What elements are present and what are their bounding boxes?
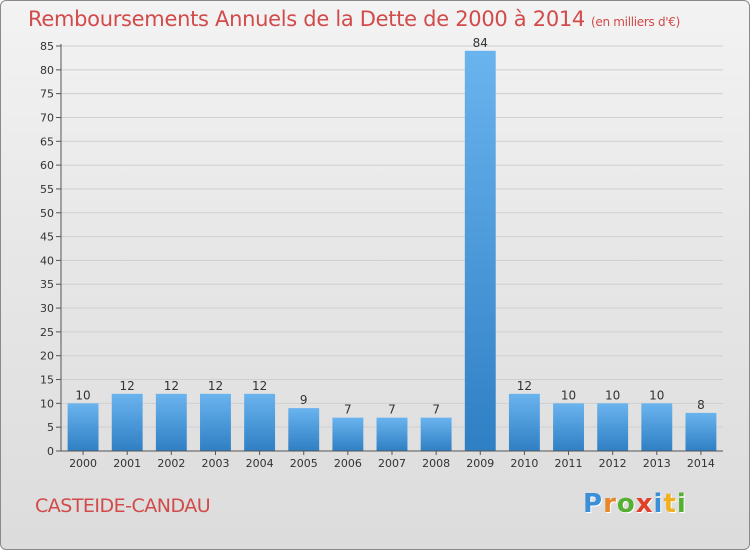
y-tick-label: 60 — [40, 159, 54, 172]
x-tick-label: 2014 — [687, 457, 715, 470]
x-tick-label: 2009 — [466, 457, 494, 470]
bar-value-label: 9 — [300, 393, 308, 407]
y-tick-label: 15 — [40, 374, 54, 387]
logo-letter: i — [676, 489, 687, 519]
bar — [200, 393, 231, 451]
x-tick-label: 2000 — [69, 457, 97, 470]
bar-value-label: 12 — [208, 379, 223, 393]
bar-value-label: 84 — [473, 36, 488, 50]
grid-lines — [61, 45, 723, 428]
x-tick-label: 2007 — [378, 457, 406, 470]
x-tick-label: 2003 — [201, 457, 229, 470]
logo-letter: i — [653, 489, 664, 519]
bar-value-label: 10 — [75, 388, 90, 402]
y-tick-label: 20 — [40, 350, 54, 363]
x-tick-label: 2012 — [599, 457, 627, 470]
y-tick-label: 40 — [40, 254, 54, 267]
bar — [464, 50, 496, 451]
y-tick-label: 0 — [47, 445, 54, 458]
y-tick-label: 85 — [40, 40, 54, 53]
bar — [288, 408, 320, 451]
bar — [508, 393, 540, 451]
bar — [155, 393, 187, 451]
bar — [376, 417, 408, 451]
bar — [685, 412, 717, 451]
x-tick-label: 2011 — [555, 457, 583, 470]
bar — [111, 393, 143, 451]
y-tick-label: 45 — [40, 231, 54, 244]
y-tick-label: 70 — [40, 111, 54, 124]
bar-value-label: 7 — [344, 403, 352, 417]
y-tick-label: 25 — [40, 326, 54, 339]
bar — [244, 393, 276, 451]
bar-value-label: 12 — [164, 379, 179, 393]
bar-value-label: 8 — [697, 398, 705, 412]
x-tick-label: 2004 — [246, 457, 274, 470]
logo-letter: x — [635, 489, 654, 519]
bar-value-label: 12 — [120, 379, 135, 393]
chart-title: Remboursements Annuels de la Dette de 20… — [28, 7, 680, 31]
chart-title-text: Remboursements Annuels de la Dette de 20… — [28, 7, 585, 31]
bar-value-label: 7 — [388, 403, 396, 417]
x-tick-label: 2008 — [422, 457, 450, 470]
x-tick-label: 2010 — [510, 457, 538, 470]
y-tick-label: 55 — [40, 183, 54, 196]
bar-value-label: 12 — [252, 379, 267, 393]
bar — [553, 403, 584, 451]
commune-name: CASTEIDE-CANDAU — [35, 495, 211, 517]
y-tick-label: 35 — [40, 278, 54, 291]
x-tick-label: 2013 — [643, 457, 671, 470]
logo-letter: r — [603, 489, 617, 519]
axes — [56, 44, 723, 455]
x-tick-label: 2001 — [113, 457, 141, 470]
chart-unit: (en milliers d'€) — [591, 15, 681, 29]
bar-value-label: 12 — [517, 379, 532, 393]
y-tick-label: 10 — [40, 397, 54, 410]
bar-value-label: 10 — [649, 388, 664, 402]
bar — [597, 403, 629, 451]
x-tick-label: 2002 — [157, 457, 185, 470]
x-tick-label: 2006 — [334, 457, 362, 470]
y-tick-label: 30 — [40, 302, 54, 315]
y-tick-label: 50 — [40, 207, 54, 220]
bar — [641, 403, 673, 451]
y-tick-label: 5 — [47, 421, 54, 434]
bar-value-label: 10 — [605, 388, 620, 402]
proxiti-logo: Proxiti — [583, 489, 687, 519]
bar-value-label: 7 — [432, 403, 440, 417]
bar-value-label: 10 — [561, 388, 576, 402]
bar — [420, 417, 452, 451]
bar — [67, 403, 99, 451]
bar — [332, 417, 364, 451]
labels: 0 5 10 15 20 25 30 35 40 45 50 55 60 65 70 75 80 85 10 2000… — [40, 36, 715, 470]
logo-letter: t — [663, 489, 677, 519]
y-tick-label: 65 — [40, 135, 54, 148]
logo-letter: P — [583, 489, 604, 519]
logo-letter: o — [616, 489, 636, 519]
y-tick-label: 80 — [40, 64, 54, 77]
y-tick-label: 75 — [40, 88, 54, 101]
bars — [67, 50, 717, 451]
x-tick-label: 2005 — [290, 457, 318, 470]
